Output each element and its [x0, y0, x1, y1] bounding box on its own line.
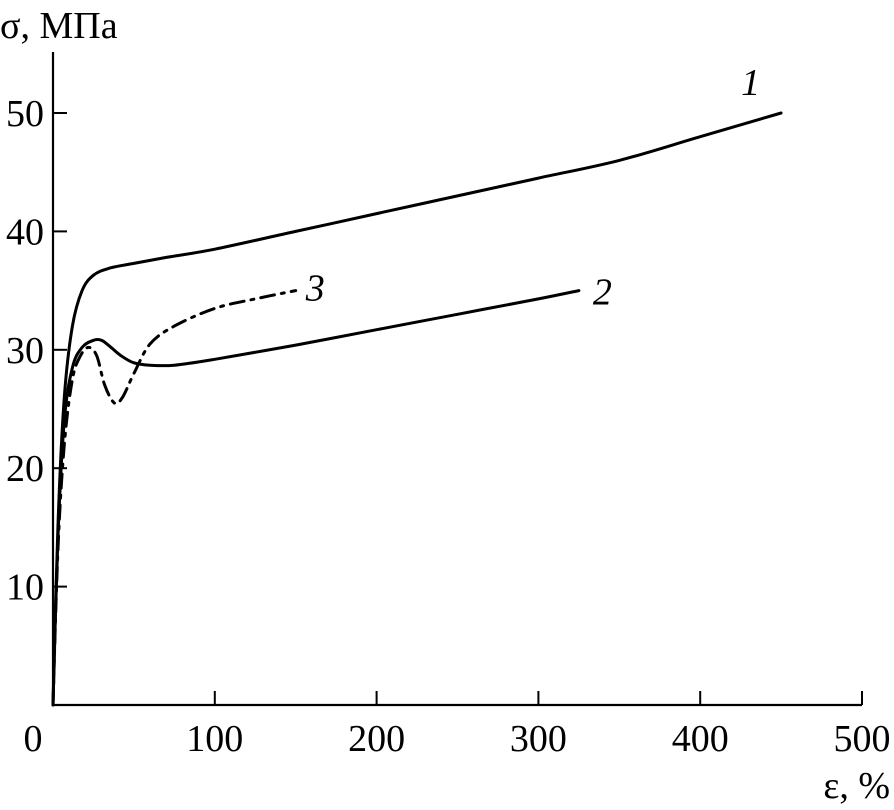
series-line-1 [51, 111, 783, 707]
plot-area: 0 100 200 300 400 500 10 20 30 40 50 1 2 3 [6, 52, 891, 760]
y-tick-label: 50 [6, 93, 44, 135]
series-label-2: 2 [593, 272, 612, 314]
x-tick-label: 200 [348, 718, 405, 760]
x-tick-label: 0 [24, 718, 43, 760]
series-lines [51, 111, 783, 707]
series-labels: 1 2 3 [305, 62, 760, 314]
y-tick-label: 30 [6, 330, 44, 372]
y-tick-label: 10 [6, 567, 44, 609]
series-label-1: 1 [741, 62, 760, 104]
y-tick-label: 20 [6, 448, 44, 490]
x-axis-title: ε, % [823, 765, 890, 807]
x-tick-label: 400 [672, 718, 729, 760]
series-line-2 [51, 289, 581, 707]
x-tick-label: 300 [510, 718, 567, 760]
x-tick-label: 500 [834, 718, 891, 760]
y-tick-label: 40 [6, 211, 44, 253]
axis-ticks: 0 100 200 300 400 500 10 20 30 40 50 [6, 93, 891, 760]
series-label-3: 3 [305, 268, 325, 310]
x-tick-label: 100 [186, 718, 243, 760]
series-line-3 [51, 289, 298, 707]
y-axis-title: σ, МПа [0, 5, 118, 47]
